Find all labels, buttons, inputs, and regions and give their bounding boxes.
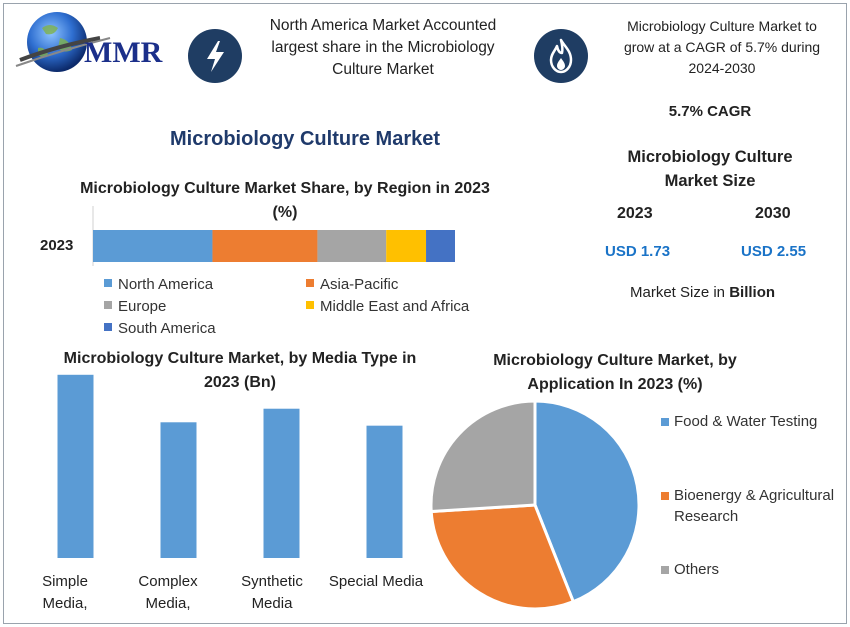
region-bar-asia-pacific bbox=[212, 230, 318, 262]
legend-swatch bbox=[104, 279, 112, 288]
market-size-unit-bold: Billion bbox=[729, 284, 776, 301]
media-x-tick-synthetic-media: Synthetic Media bbox=[241, 573, 303, 612]
pie-legend-food-water-testing: Food & Water Testing bbox=[661, 411, 841, 432]
region-stacked-bar bbox=[92, 206, 455, 266]
flame-icon bbox=[534, 29, 588, 83]
media-bar-special-media bbox=[366, 425, 403, 558]
media-chart-title: Microbiology Culture Market, by Media Ty… bbox=[63, 350, 417, 391]
region-chart-category: 2023 bbox=[40, 237, 74, 254]
region-legend-europe: Europe bbox=[104, 298, 166, 315]
media-x-tick-simple-media: Simple Media, bbox=[42, 573, 88, 612]
region-bar-north-america bbox=[93, 230, 213, 262]
market-size-year-2030: 2030 bbox=[755, 205, 791, 222]
region-legend-north-america: North America bbox=[104, 276, 213, 293]
legend-swatch bbox=[306, 279, 314, 288]
media-bar-synthetic-media bbox=[263, 408, 300, 558]
media-x-tick-special-media: Special Media bbox=[328, 573, 424, 590]
region-bar-europe bbox=[317, 230, 387, 262]
legend-label: Europe bbox=[118, 298, 167, 315]
region-legend-middle-east-and-africa: Middle East and Africa bbox=[306, 298, 469, 315]
media-x-tick-complex-media: Complex Media, bbox=[138, 573, 198, 612]
market-size-unit: Market Size in Billion bbox=[600, 284, 805, 301]
highlight-north-america: North America Market Accounted largest s… bbox=[269, 17, 497, 78]
legend-label: Asia-Pacific bbox=[320, 276, 399, 293]
legend-swatch bbox=[661, 492, 669, 500]
pie-slice-bioenergy-agricultural-research bbox=[429, 503, 576, 611]
pie-slice-food-water-testing bbox=[533, 399, 641, 604]
pie-legend-bioenergy-agricultural-research: Bioenergy & Agricultural Research bbox=[661, 485, 841, 527]
infographic-frame bbox=[3, 3, 847, 624]
media-bar-simple-media bbox=[57, 374, 94, 558]
region-chart-title: Microbiology Culture Market Share, by Re… bbox=[80, 180, 490, 221]
legend-label: Food & Water Testing bbox=[674, 413, 818, 430]
market-size-value-2030: USD 2.55 bbox=[741, 243, 807, 260]
market-size-value-2023: USD 1.73 bbox=[605, 243, 671, 260]
pie-slice-others bbox=[429, 399, 537, 514]
region-legend-asia-pacific: Asia-Pacific bbox=[306, 276, 398, 293]
region-legend-south-america: South America bbox=[104, 320, 216, 337]
legend-swatch bbox=[306, 301, 314, 310]
legend-label: North America bbox=[118, 276, 214, 293]
market-size-year-2023: 2023 bbox=[617, 205, 653, 222]
media-bar-chart bbox=[57, 374, 403, 558]
legend-label: South America bbox=[118, 320, 216, 337]
application-chart-title: Microbiology Culture Market, by Applicat… bbox=[493, 352, 737, 393]
legend-swatch bbox=[104, 323, 112, 332]
lightning-icon bbox=[188, 29, 242, 83]
cagr-value: 5.7% CAGR bbox=[668, 103, 752, 120]
logo-text: MMR bbox=[84, 36, 163, 69]
legend-swatch bbox=[104, 301, 112, 310]
highlight-cagr: Microbiology Culture Market to grow at a… bbox=[623, 18, 821, 76]
pie-legend-others: Others bbox=[661, 559, 841, 580]
legend-swatch bbox=[661, 418, 669, 426]
main-title: Microbiology Culture Market bbox=[169, 128, 441, 150]
market-size-title: Microbiology Culture Market Size bbox=[627, 148, 793, 190]
legend-label: Bioenergy & Agricultural Research bbox=[674, 487, 835, 525]
mmr-logo: MMR bbox=[12, 8, 172, 78]
application-pie-chart bbox=[429, 399, 641, 611]
legend-label: Others bbox=[674, 561, 720, 578]
region-bar-south-america bbox=[426, 230, 455, 262]
media-bar-complex-media bbox=[160, 422, 197, 558]
market-size-unit-prefix: Market Size in bbox=[629, 284, 730, 301]
region-bar-middle-east-and-africa bbox=[386, 230, 427, 262]
legend-label: Middle East and Africa bbox=[320, 298, 470, 315]
globe-logo-icon bbox=[15, 12, 111, 72]
legend-swatch bbox=[661, 566, 669, 574]
